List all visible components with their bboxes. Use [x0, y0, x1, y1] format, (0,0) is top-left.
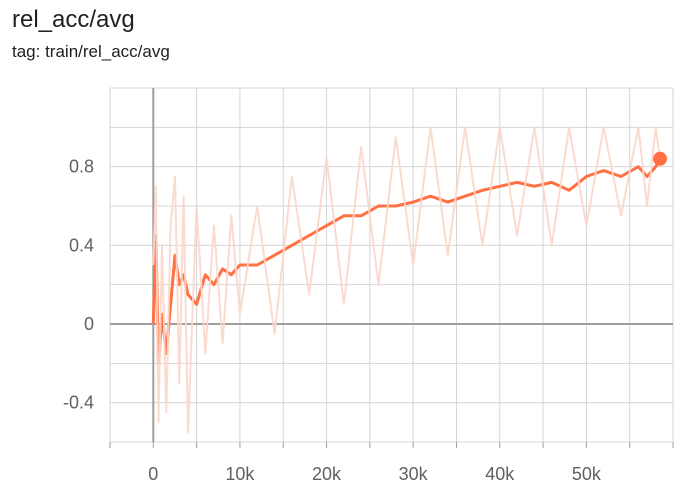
chart-subtitle: tag: train/rel_acc/avg: [12, 42, 170, 61]
x-tick-label: 20k: [312, 464, 342, 484]
x-tick-label: 0: [148, 464, 158, 484]
tick-labels: 0 10k 20k 30k 40k 50k -0.4 0 0.4 0.8: [63, 157, 602, 484]
smoothed-series-line: [151, 158, 662, 365]
raw-series-line: [152, 126, 661, 434]
x-tick-label: 50k: [572, 464, 602, 484]
last-point-marker: [653, 151, 668, 166]
x-tick-label: 10k: [225, 464, 255, 484]
y-tick-label: 0.4: [69, 235, 94, 255]
x-tick-label: 30k: [399, 464, 429, 484]
y-tick-label: 0: [84, 314, 94, 334]
x-tick-label: 40k: [485, 464, 515, 484]
chart-title: rel_acc/avg: [12, 6, 135, 33]
y-tick-label: 0.8: [69, 157, 94, 177]
series: [151, 126, 668, 434]
y-tick-label: -0.4: [63, 393, 94, 413]
